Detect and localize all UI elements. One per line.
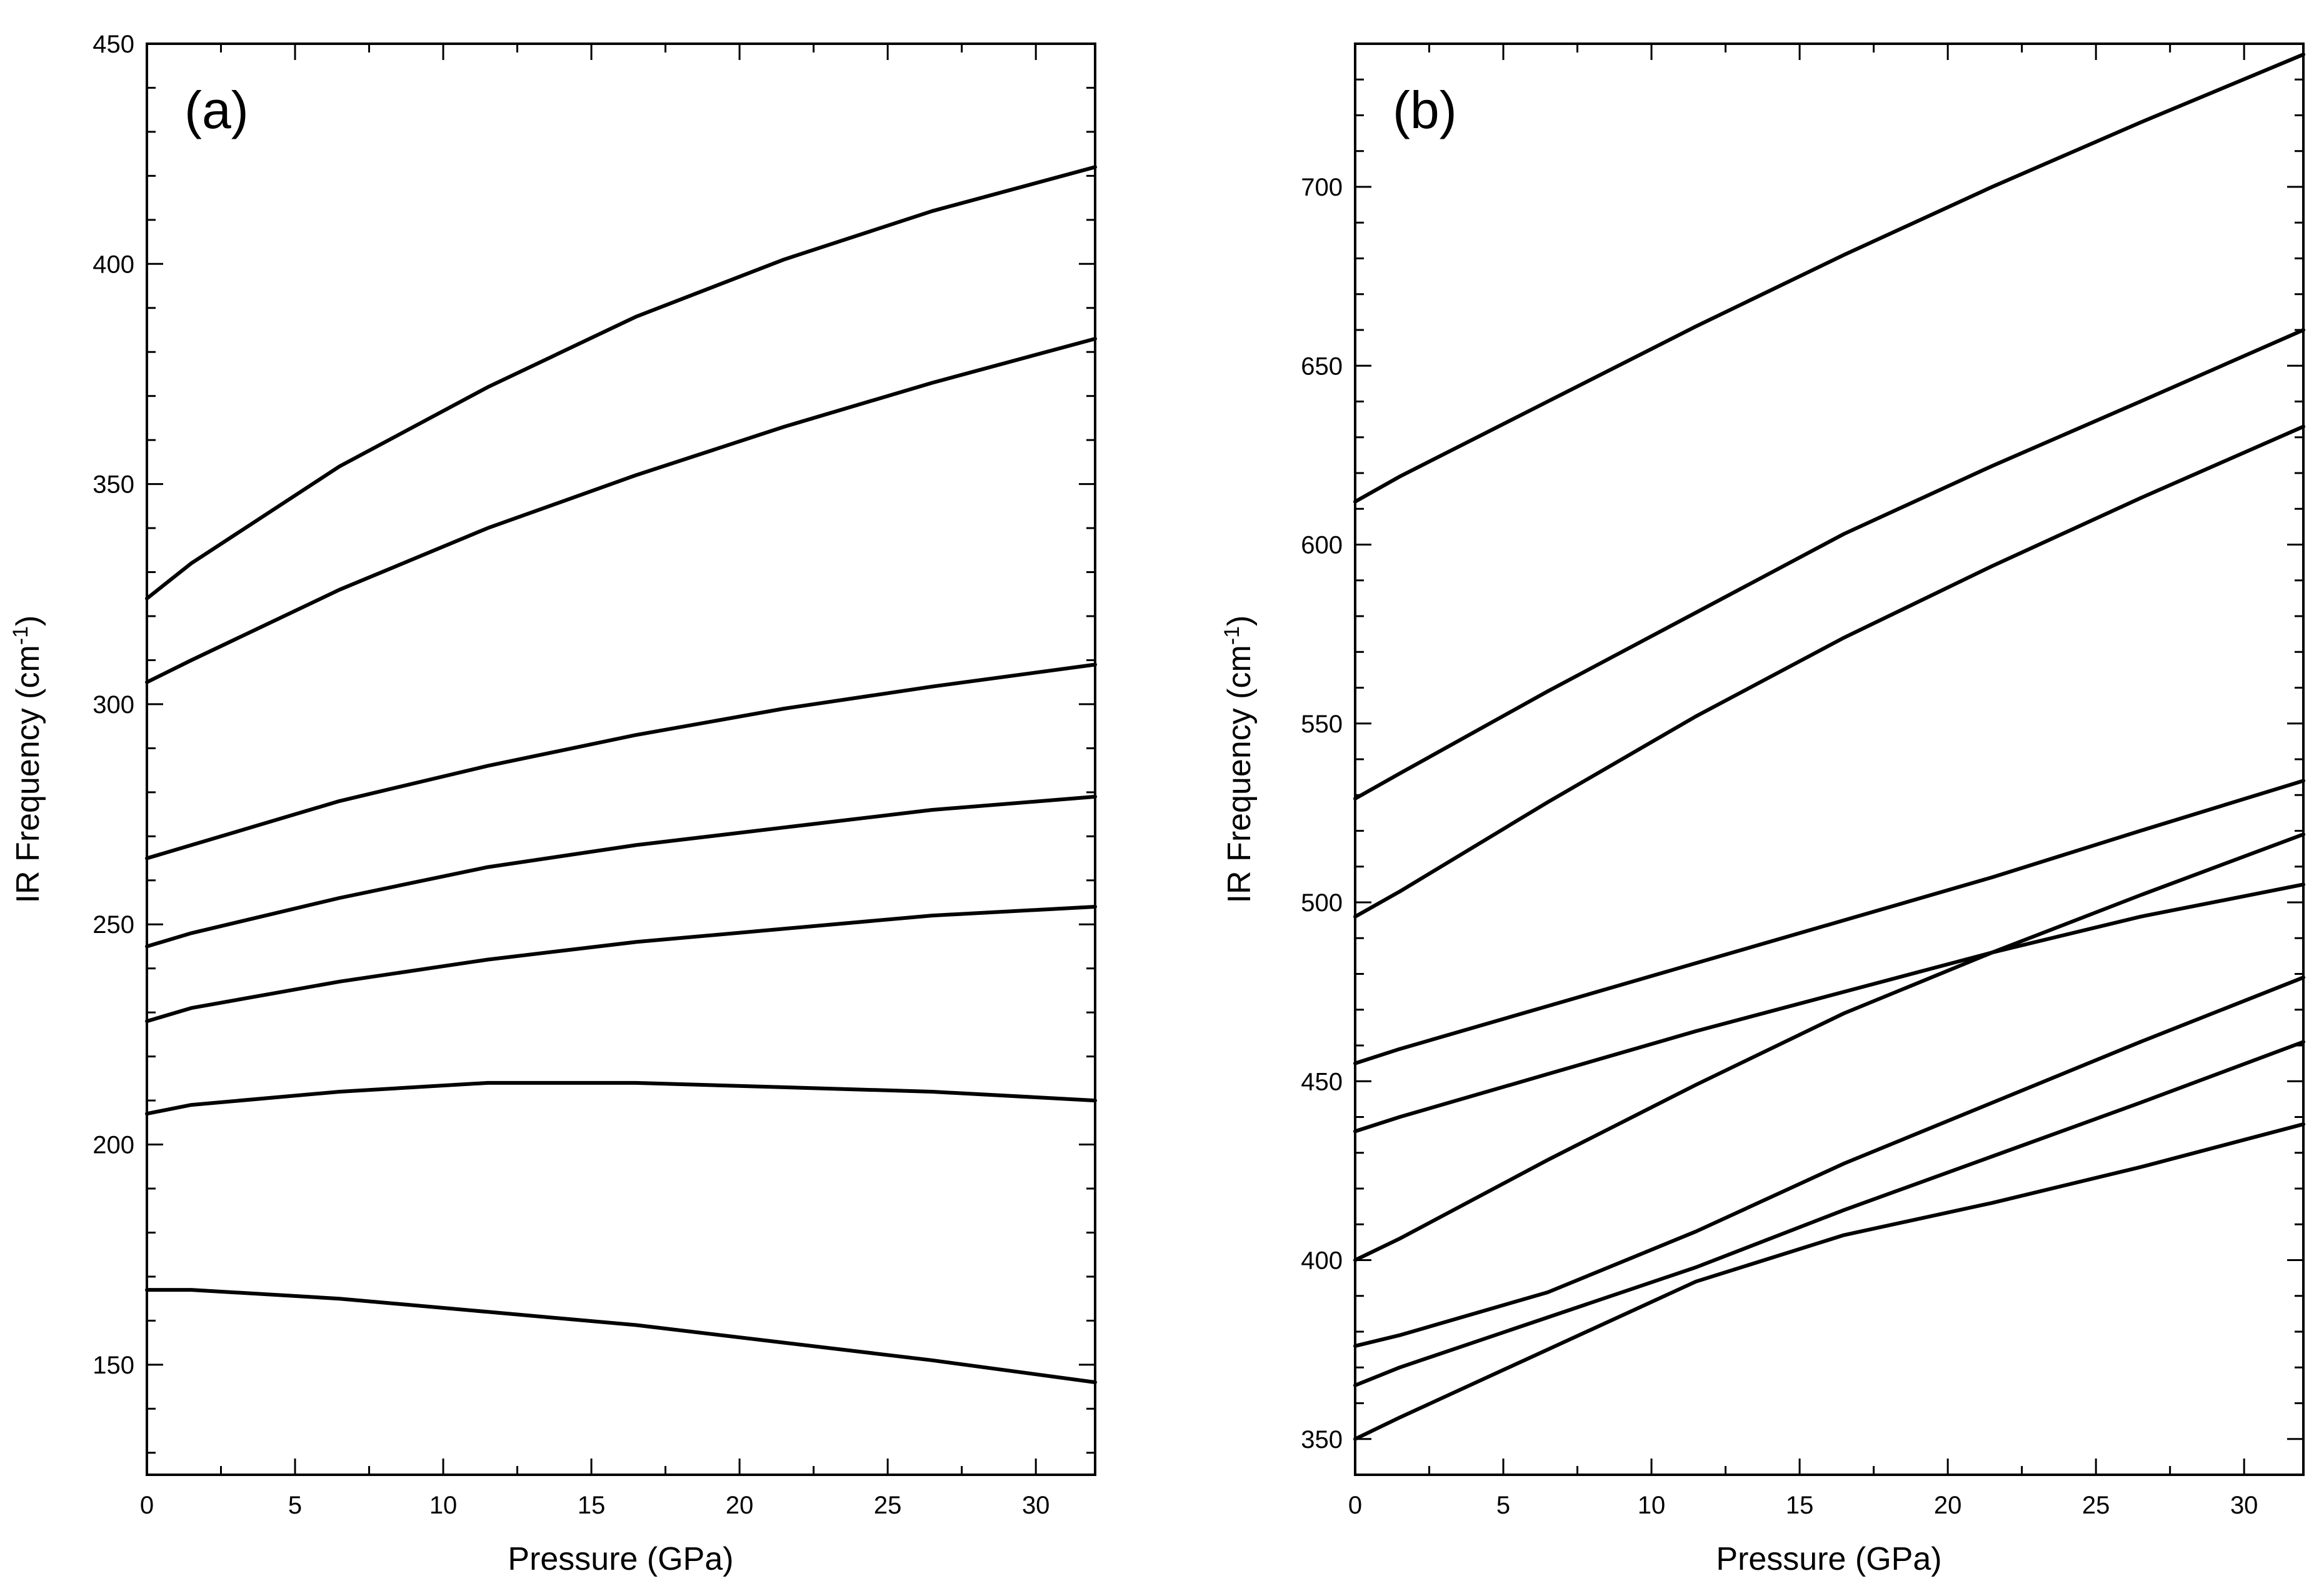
panel-b-y-tick-label: 600: [1301, 532, 1343, 559]
panel-a-x-tick-label: 30: [1022, 1492, 1050, 1519]
panel-a-y-axis-title-close: ): [10, 616, 46, 626]
panel-b-series: [1353, 52, 2305, 1441]
panel-a-x-tick-label: 10: [429, 1492, 458, 1519]
panel-b-series-line-3: [1353, 424, 2305, 919]
panel-a-series-line-3: [145, 662, 1097, 860]
panel-a-y-tick-label: 250: [93, 911, 134, 939]
panel-b-x-tick-label: 25: [2082, 1492, 2110, 1519]
panel-b-y-tick-label: 400: [1301, 1247, 1343, 1275]
panel-a: 0 5 10 15 20 25 30 150 200 250 300 350 400 450 (a) Pr…: [9, 31, 1097, 1577]
panel-a-y-tick-label: 200: [93, 1132, 134, 1159]
panel-a-x-tick-label: 5: [288, 1492, 302, 1519]
panel-a-y-tick-label: 450: [93, 31, 134, 58]
panel-a-y-tick-label: 400: [93, 251, 134, 278]
panel-b-x-tick-label: 30: [2230, 1492, 2258, 1519]
panel-b-plot-frame: [1354, 42, 2305, 1476]
panel-a-axis-ticks: 0 5 10 15 20 25 30 150 200 250 300 350 400 450: [93, 31, 1095, 1519]
panel-b-x-tick-label: 10: [1638, 1492, 1666, 1519]
panel-b-series-line-4: [1353, 779, 2305, 1065]
panel-b-y-axis-title-close: ): [1221, 616, 1258, 626]
panel-a-y-tick-label: 150: [93, 1352, 134, 1379]
panel-b-x-tick-label: 20: [1934, 1492, 1962, 1519]
panel-b-y-axis-title-main: IR Frequency (cm: [1221, 645, 1258, 903]
panel-a-series: [145, 165, 1097, 1384]
panel-b-series-line-5: [1353, 882, 2305, 1134]
panel-b-y-tick-label: 550: [1301, 711, 1343, 738]
panel-a-x-tick-label: 0: [140, 1492, 154, 1519]
panel-b-y-axis-title: IR Frequency (cm-1): [1220, 616, 1258, 904]
panel-a-y-axis-title-main: IR Frequency (cm: [10, 645, 46, 903]
panel-b-y-tick-label: 650: [1301, 352, 1343, 380]
panel-b-series-line-6: [1353, 832, 2305, 1262]
panel-a-x-tick-label: 15: [578, 1492, 606, 1519]
panel-b-label: (b): [1393, 81, 1457, 139]
panel-b-y-tick-label: 700: [1301, 174, 1343, 201]
panel-b-series-line-2: [1353, 328, 2305, 800]
panel-b-x-tick-label: 0: [1348, 1492, 1362, 1519]
panel-b-y-axis-title-sup: -1: [1220, 626, 1244, 645]
panel-a-y-axis-title: IR Frequency (cm-1): [9, 616, 46, 904]
panel-b-y-tick-label: 450: [1301, 1068, 1343, 1095]
panel-a-x-tick-label: 25: [874, 1492, 902, 1519]
panel-b-series-line-9: [1353, 1122, 2305, 1441]
panel-b: 0 5 10 15 20 25 30 350 400 450 500 550 600 650 700 (b)…: [1220, 42, 2305, 1577]
panel-a-y-axis-title-sup: -1: [9, 626, 33, 645]
panel-b-x-tick-label: 15: [1786, 1492, 1814, 1519]
panel-b-series-line-7: [1353, 975, 2305, 1348]
panel-a-y-tick-label: 350: [93, 471, 134, 499]
panel-b-series-line-1: [1353, 52, 2305, 504]
panel-a-x-axis-title: Pressure (GPa): [508, 1541, 733, 1577]
panel-a-series-line-6: [145, 1080, 1097, 1116]
panel-a-series-line-2: [145, 337, 1097, 684]
panel-a-series-line-5: [145, 905, 1097, 1024]
panel-a-x-tick-label: 20: [726, 1492, 754, 1519]
panel-b-x-axis-title: Pressure (GPa): [1716, 1541, 1941, 1577]
panel-b-y-tick-label: 500: [1301, 889, 1343, 917]
panel-a-series-line-4: [145, 794, 1097, 949]
panel-b-y-tick-label: 350: [1301, 1426, 1343, 1454]
panel-a-label: (a): [184, 81, 249, 139]
panel-a-plot-frame: [146, 42, 1096, 1476]
panel-b-series-line-8: [1353, 1040, 2305, 1387]
panel-b-axis-ticks: 0 5 10 15 20 25 30 350 400 450 500 550 600 650 700: [1301, 42, 2303, 1519]
panel-b-x-tick-label: 5: [1496, 1492, 1510, 1519]
panel-a-y-tick-label: 300: [93, 691, 134, 719]
panel-a-series-line-1: [145, 165, 1097, 601]
panel-a-series-line-7: [145, 1288, 1097, 1384]
